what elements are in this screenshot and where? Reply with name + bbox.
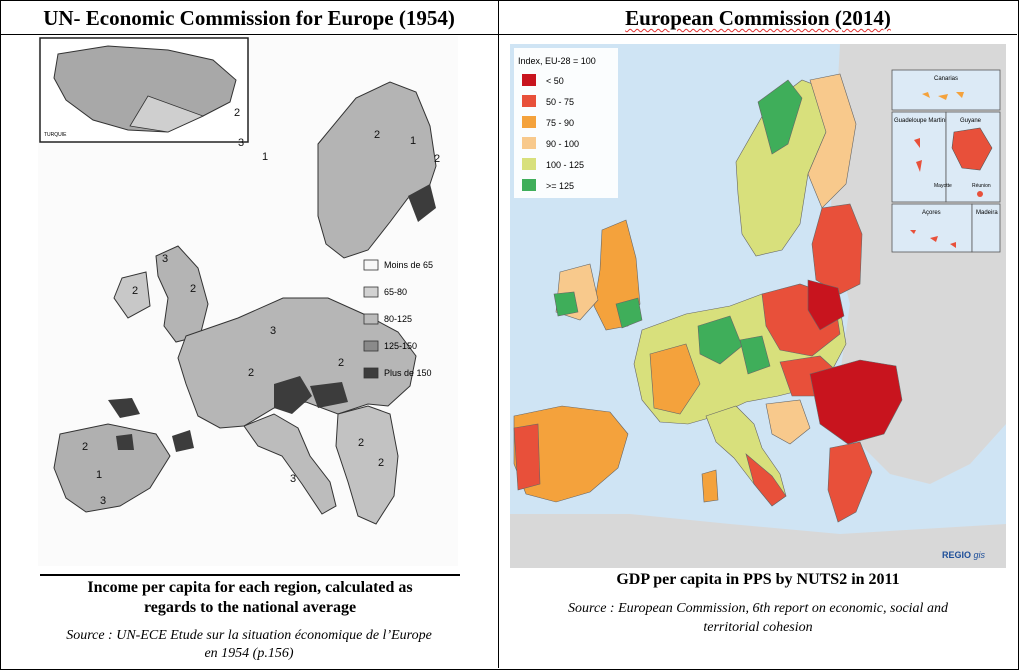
svg-text:2: 2 [190, 283, 196, 295]
right-legend-swatch-3 [522, 137, 536, 149]
right-source: Source : European Commission, 6th report… [499, 599, 1017, 637]
continent [177, 297, 417, 429]
left-legend-label-3: 125-150 [384, 341, 417, 351]
left-legend-label-4: Plus de 150 [384, 368, 432, 378]
italy [243, 413, 337, 515]
france [649, 343, 701, 415]
inset-label-canarias: Canarias [934, 76, 958, 82]
svg-text:2: 2 [132, 285, 138, 297]
svg-text:2: 2 [358, 437, 364, 449]
left-legend-swatch-2 [363, 313, 379, 325]
right-legend-swatch-2 [522, 116, 536, 128]
regio-logo: REGIO gis [942, 550, 986, 560]
right-source-line1: Source : European Commission, 6th report… [568, 601, 948, 616]
svg-text:2: 2 [248, 367, 254, 379]
left-source: Source : UN-ECE Etude sur la situation é… [4, 627, 494, 663]
left-legend-swatch-3 [363, 340, 379, 352]
svg-text:1: 1 [410, 135, 416, 147]
ireland [113, 271, 151, 319]
left-legend-label-2: 80-125 [384, 314, 412, 324]
regio-logo-text: REGIO gis [942, 550, 986, 560]
left-caption-line1: Income per capita for each region, calcu… [87, 579, 413, 596]
svg-text:2: 2 [234, 107, 240, 119]
left-source-line1: Source : UN-ECE Etude sur la situation é… [66, 628, 432, 643]
iberia [53, 423, 171, 513]
right-legend-title: Index, EU-28 = 100 [518, 56, 596, 66]
right-legend-label-5: >= 125 [546, 181, 574, 191]
right-legend-swatch-1 [522, 95, 536, 107]
svg-text:3: 3 [238, 137, 244, 149]
right-legend: Index, EU-28 = 100 < 50 50 - 75 75 - 90 … [514, 48, 618, 198]
right-legend-swatch-5 [522, 179, 536, 191]
left-title: UN- Economic Commission for Europe (1954… [43, 6, 455, 30]
right-legend-label-1: 50 - 75 [546, 97, 574, 107]
svg-text:3: 3 [270, 325, 276, 337]
inset-label-guyane: Guyane [960, 118, 982, 124]
right-title: European Commission (2014) [499, 4, 1017, 32]
svg-text:2: 2 [378, 457, 384, 469]
right-legend-label-3: 90 - 100 [546, 139, 579, 149]
turkey-label: TURQUIE [44, 132, 67, 138]
left-legend-label-1: 65-80 [384, 287, 407, 297]
right-legend-label-2: 75 - 90 [546, 118, 574, 128]
svg-text:1: 1 [262, 151, 268, 163]
svg-text:2: 2 [338, 357, 344, 369]
svg-text:2: 2 [374, 129, 380, 141]
right-map: Index, EU-28 = 100 < 50 50 - 75 75 - 90 … [510, 44, 1006, 568]
left-legend-swatch-0 [363, 259, 379, 271]
left-map: TURQUIE 2 3 1 2 1 2 3 2 2 3 2 2 2 1 3 2 2 3 Moins de… [38, 36, 458, 566]
left-source-line2: en 1954 (p.156) [204, 646, 294, 661]
svg-text:1: 1 [96, 469, 102, 481]
left-legend: Moins de 65 65-80 80-125 125-150 Plus de… [363, 259, 433, 379]
column-divider [498, 0, 499, 668]
balkans [335, 405, 399, 525]
left-legend-label-0: Moins de 65 [384, 260, 433, 270]
inset-label-acores: Açores [922, 210, 941, 216]
inset-label-mayotte: Mayotte [934, 183, 952, 189]
sweden [735, 79, 829, 257]
right-legend-swatch-4 [522, 158, 536, 170]
svg-text:2: 2 [82, 441, 88, 453]
inset-label-madeira: Madeira [976, 210, 998, 216]
inset-label-guadeloupe: Guadeloupe Martinique [894, 118, 957, 124]
svg-text:3: 3 [100, 495, 106, 507]
finland [807, 73, 857, 209]
right-legend-label-0: < 50 [546, 76, 564, 86]
romania-bulgaria [809, 359, 903, 445]
left-legend-swatch-1 [363, 286, 379, 298]
right-legend-label-4: 100 - 125 [546, 160, 584, 170]
header-divider [0, 34, 1017, 35]
outermost-insets: Canarias Guadeloupe Martinique Guyane Ma… [891, 69, 1001, 253]
right-caption: GDP per capita in PPS by NUTS2 in 2011 [616, 571, 900, 588]
baltics [811, 203, 863, 295]
greece [827, 441, 873, 523]
svg-text:3: 3 [290, 473, 296, 485]
svg-text:2: 2 [434, 153, 440, 165]
svg-text:3: 3 [162, 253, 168, 265]
non-eu-land-south [510, 514, 1006, 568]
left-caption: Income per capita for each region, calcu… [40, 574, 460, 618]
right-legend-swatch-0 [522, 74, 536, 86]
left-caption-line2: regards to the national average [143, 599, 357, 616]
left-legend-swatch-4 [363, 367, 379, 379]
inset-label-reunion: Réunion [972, 183, 991, 189]
right-title-text: European Commission (2014) [625, 6, 891, 30]
right-source-line2: territorial cohesion [703, 620, 813, 635]
